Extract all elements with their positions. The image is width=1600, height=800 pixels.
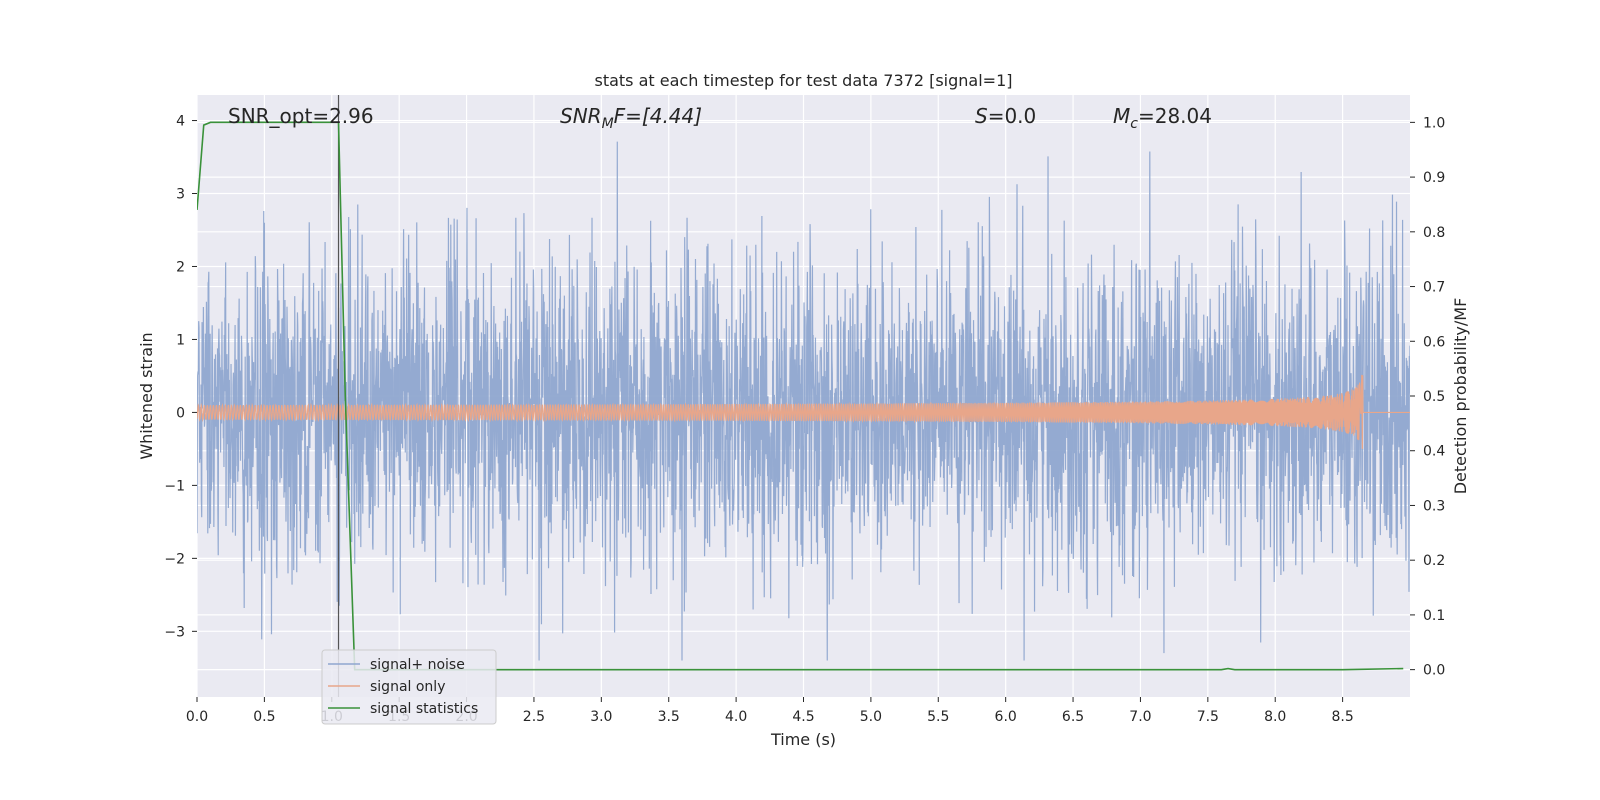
y2-axis-label: Detection probability/MF <box>1451 298 1470 495</box>
y2-tick-label: 0.5 <box>1423 389 1445 405</box>
legend-entry-signal-statistics: signal statistics <box>370 701 478 717</box>
y2-tick-label: 0.9 <box>1423 170 1445 186</box>
x-tick-label: 8.5 <box>1331 709 1353 725</box>
series-signal-only <box>197 374 1410 449</box>
annotation-mc-tail: =28.04 <box>1138 104 1212 128</box>
y-tick-label: 3 <box>176 187 185 203</box>
legend-box <box>321 649 497 725</box>
annotation-snr-mf: SNRMF=[4.44] <box>560 104 702 132</box>
x-tick-label: 5.5 <box>927 709 949 725</box>
x-tick-label: 8.0 <box>1264 709 1286 725</box>
x-tick-label: 5.0 <box>860 709 882 725</box>
y2-tick-label: 0.4 <box>1423 444 1445 460</box>
y-tick-label: 0 <box>176 405 185 421</box>
y2-tick-label: 0.2 <box>1423 553 1445 569</box>
x-tick-label: 3.5 <box>658 709 680 725</box>
series-signal-statistics <box>197 121 1404 671</box>
x-tick-label: 3.0 <box>590 709 612 725</box>
y-tick-label: −2 <box>164 551 185 567</box>
x-tick-label: 4.0 <box>725 709 747 725</box>
chart-title: stats at each timestep for test data 737… <box>594 71 1012 90</box>
x-tick-label: 7.5 <box>1197 709 1219 725</box>
y2-tick-label: 0.1 <box>1423 608 1445 624</box>
annotation-snr-opt: SNR_opt=2.96 <box>228 104 374 128</box>
signal-only-line <box>197 374 1410 449</box>
x-tick-label: 0.0 <box>186 709 208 725</box>
y2-tick-label: 0.7 <box>1423 280 1445 296</box>
x-tick-label: 6.5 <box>1062 709 1084 725</box>
annotation-mc: Mc=28.04 <box>1113 104 1212 132</box>
legend: signal+ noise signal only signal statist… <box>321 649 497 725</box>
x-tick-label: 4.5 <box>792 709 814 725</box>
legend-entry-signal-noise: signal+ noise <box>370 657 465 673</box>
y-tick-label: −1 <box>164 478 185 494</box>
signal-statistics-line <box>197 121 1404 671</box>
annotation-snr-mf-base: SNR <box>560 104 602 128</box>
y-tick-label: −3 <box>164 624 185 640</box>
y-tick-label: 2 <box>176 259 185 275</box>
x-tick-label: 7.0 <box>1129 709 1151 725</box>
annotation-s-base: S <box>975 104 988 128</box>
annotation-s-tail: =0.0 <box>988 104 1037 128</box>
annotation-mc-sub: c <box>1130 116 1138 132</box>
annotation-mc-base: M <box>1113 104 1130 128</box>
y2-tick-label: 0.6 <box>1423 334 1445 350</box>
y2-tick-label: 0.0 <box>1423 663 1445 679</box>
x-tick-label: 6.0 <box>995 709 1017 725</box>
legend-entry-signal-only: signal only <box>370 679 445 695</box>
y-tick-label: 1 <box>176 332 185 348</box>
annotation-s: S=0.0 <box>975 104 1036 128</box>
x-tick-label: 0.5 <box>253 709 275 725</box>
y2-tick-label: 0.3 <box>1423 498 1445 514</box>
y2-tick-label: 1.0 <box>1423 115 1445 131</box>
x-axis-label: Time (s) <box>770 730 836 749</box>
y2-tick-label: 0.8 <box>1423 225 1445 241</box>
annotation-snr-mf-tail: F=[4.44] <box>614 104 702 128</box>
annotation-snr-mf-sub: M <box>602 116 614 132</box>
y-axis-label: Whitened strain <box>137 332 156 459</box>
x-tick-label: 2.5 <box>523 709 545 725</box>
y-tick-label: 4 <box>176 114 185 130</box>
